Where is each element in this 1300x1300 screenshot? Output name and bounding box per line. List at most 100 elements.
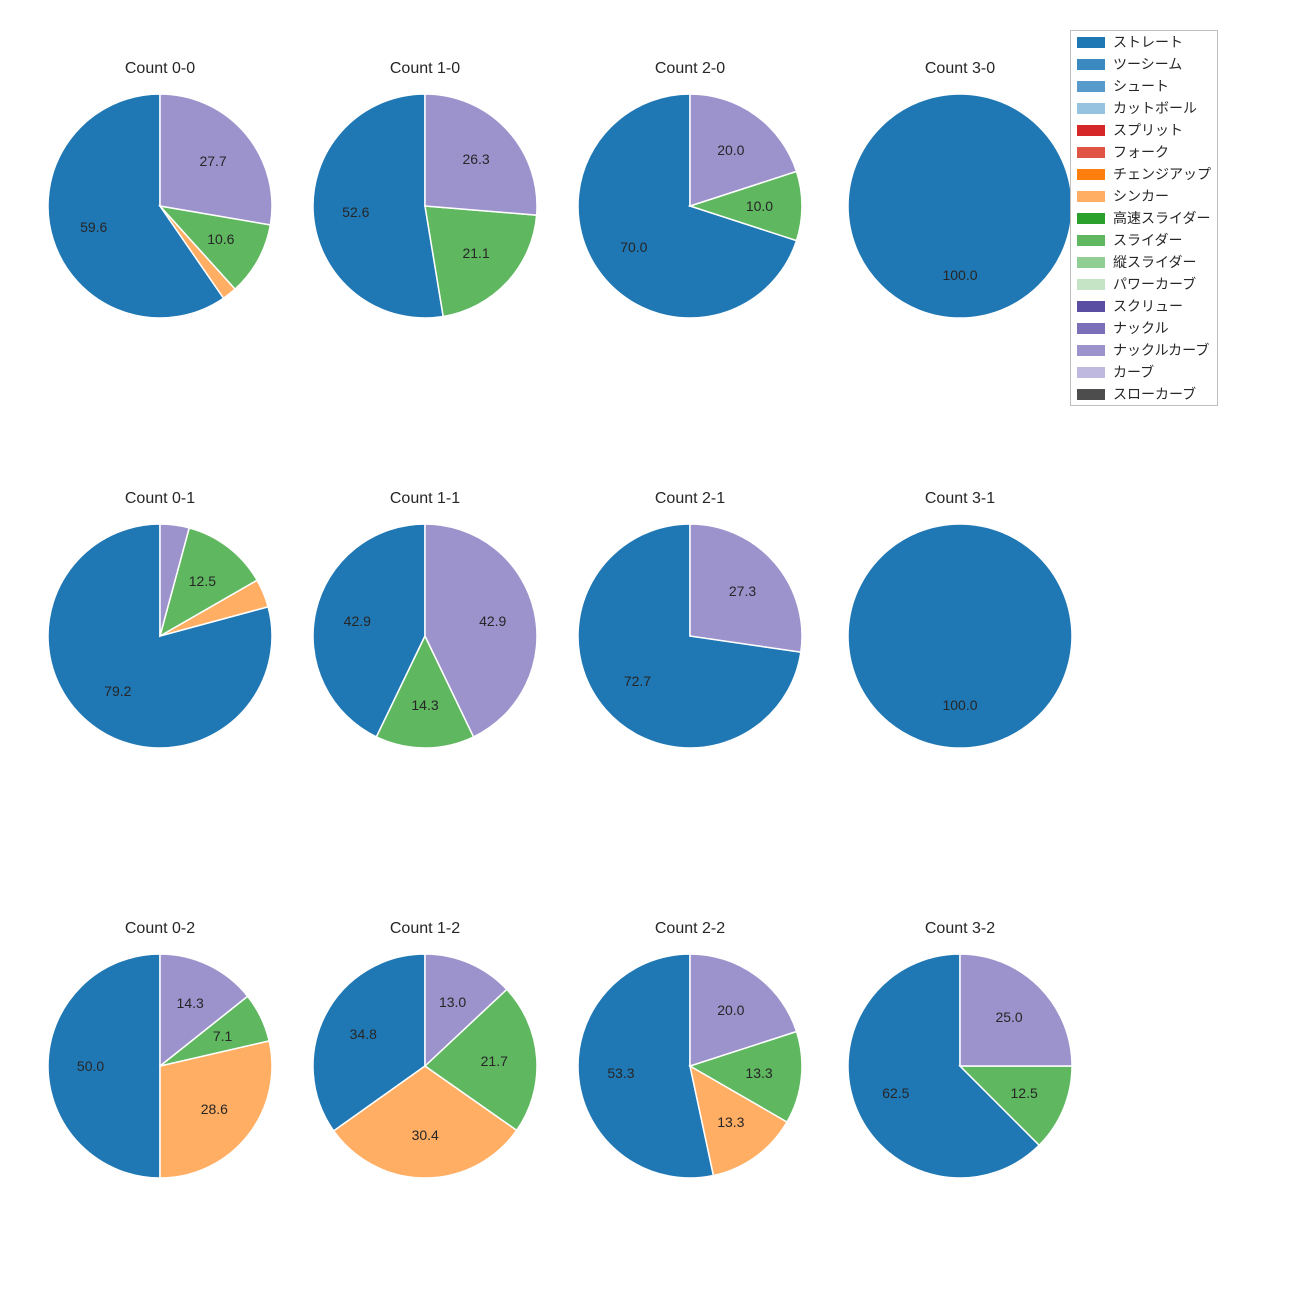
legend-swatch xyxy=(1077,323,1105,334)
legend-label: フォーク xyxy=(1113,145,1169,159)
chart-title: Count 0-2 xyxy=(40,920,280,938)
slice-value-label: 7.1 xyxy=(213,1028,232,1044)
slice-value-label: 10.0 xyxy=(746,198,773,214)
legend-item: 高速スライダー xyxy=(1077,211,1211,225)
slice-value-label: 52.6 xyxy=(342,204,369,220)
legend-swatch xyxy=(1077,103,1105,114)
slice-value-label: 14.3 xyxy=(177,995,204,1011)
legend-label: パワーカーブ xyxy=(1113,277,1196,291)
legend-swatch xyxy=(1077,169,1105,180)
pie-svg xyxy=(840,930,1080,1210)
chart-title: Count 3-1 xyxy=(840,490,1080,508)
chart-title: Count 0-1 xyxy=(40,490,280,508)
pie-svg xyxy=(40,500,280,780)
legend-label: スプリット xyxy=(1113,123,1183,137)
legend-label: スクリュー xyxy=(1113,299,1183,313)
pie-grid-root: Count 0-059.610.627.7 Count 1-0 52.6 21.1 26… xyxy=(0,0,1300,1300)
legend-swatch xyxy=(1077,191,1105,202)
legend-item: スライダー xyxy=(1077,233,1211,247)
legend-item: シュート xyxy=(1077,79,1211,93)
legend-swatch xyxy=(1077,37,1105,48)
slice-value-label: 27.3 xyxy=(729,583,756,599)
pie-svg xyxy=(570,500,810,780)
slice-value-label: 28.6 xyxy=(201,1101,228,1117)
slice-value-label: 100.0 xyxy=(942,267,977,283)
pie-count-3-1: Count 3-1100.0 xyxy=(840,500,1080,780)
legend-item: ナックル xyxy=(1077,321,1211,335)
legend-swatch xyxy=(1077,301,1105,312)
chart-title: Count 2-0 xyxy=(570,60,810,78)
pie-svg xyxy=(305,70,545,350)
slice-value-label: 12.5 xyxy=(189,573,216,589)
legend-swatch xyxy=(1077,345,1105,356)
slice-value-label: 50.0 xyxy=(77,1058,104,1074)
legend-item: ナックルカーブ xyxy=(1077,343,1211,357)
legend-label: シンカー xyxy=(1113,189,1169,203)
legend-swatch xyxy=(1077,367,1105,378)
legend-item: チェンジアップ xyxy=(1077,167,1211,181)
legend-swatch xyxy=(1077,125,1105,136)
legend-item: スクリュー xyxy=(1077,299,1211,313)
legend-swatch xyxy=(1077,81,1105,92)
slice-value-label: 21.7 xyxy=(481,1053,508,1069)
slice-value-label: 10.6 xyxy=(207,231,234,247)
legend-item: カーブ xyxy=(1077,365,1211,379)
slice-value-label: 12.5 xyxy=(1011,1085,1038,1101)
legend-item: スプリット xyxy=(1077,123,1211,137)
legend-swatch xyxy=(1077,213,1105,224)
slice-value-label: 26.3 xyxy=(462,151,489,167)
legend-item: フォーク xyxy=(1077,145,1211,159)
slice-value-label: 13.3 xyxy=(717,1114,744,1130)
slice-value-label: 53.3 xyxy=(607,1065,634,1081)
pie-svg xyxy=(40,70,280,350)
legend-label: ナックルカーブ xyxy=(1113,343,1209,357)
pie-count-2-0: Count 2-070.010.020.0 xyxy=(570,70,810,350)
legend-swatch xyxy=(1077,279,1105,290)
pie-slice xyxy=(848,524,1072,748)
chart-title: Count 0-0 xyxy=(40,60,280,78)
slice-value-label: 70.0 xyxy=(620,239,647,255)
legend-label: 縦スライダー xyxy=(1113,255,1196,269)
legend-label: スライダー xyxy=(1113,233,1182,247)
chart-title: Count 3-0 xyxy=(840,60,1080,78)
legend-item: ツーシーム xyxy=(1077,57,1211,71)
legend-label: シュート xyxy=(1113,79,1169,93)
legend-swatch xyxy=(1077,59,1105,70)
chart-title: Count 1-0 xyxy=(305,60,545,78)
pie-count-2-1: Count 2-172.727.3 xyxy=(570,500,810,780)
slice-value-label: 20.0 xyxy=(717,142,744,158)
pie-slice xyxy=(313,94,443,318)
pie-slice xyxy=(848,94,1072,318)
slice-value-label: 13.0 xyxy=(439,994,466,1010)
chart-title: Count 1-2 xyxy=(305,920,545,938)
pie-count-1-0: Count 1-052.621.126.3 xyxy=(305,70,545,350)
legend-item: 縦スライダー xyxy=(1077,255,1211,269)
slice-value-label: 62.5 xyxy=(882,1085,909,1101)
legend-swatch xyxy=(1077,389,1105,400)
slice-value-label: 21.1 xyxy=(462,245,489,261)
legend-swatch xyxy=(1077,147,1105,158)
pie-count-1-2: Count 1-234.830.421.713.0 xyxy=(305,930,545,1210)
slice-value-label: 42.9 xyxy=(479,613,506,629)
slice-value-label: 100.0 xyxy=(942,697,977,713)
pie-count-1-1: Count 1-142.914.342.9 xyxy=(305,500,545,780)
legend-item: カットボール xyxy=(1077,101,1211,115)
legend-swatch xyxy=(1077,257,1105,268)
chart-title: Count 3-2 xyxy=(840,920,1080,938)
legend-label: 高速スライダー xyxy=(1113,211,1210,225)
slice-value-label: 79.2 xyxy=(104,683,131,699)
legend-label: チェンジアップ xyxy=(1113,167,1211,181)
slice-value-label: 34.8 xyxy=(350,1026,377,1042)
pie-svg xyxy=(570,70,810,350)
pie-count-0-0: Count 0-059.610.627.7 xyxy=(40,70,280,350)
pie-count-0-2: Count 0-250.028.67.114.3 xyxy=(40,930,280,1210)
slice-value-label: 30.4 xyxy=(412,1127,439,1143)
slice-value-label: 13.3 xyxy=(745,1065,772,1081)
pie-svg xyxy=(840,500,1080,780)
slice-value-label: 72.7 xyxy=(624,673,651,689)
legend-label: スローカーブ xyxy=(1113,387,1196,401)
legend-item: パワーカーブ xyxy=(1077,277,1211,291)
pie-count-2-2: Count 2-253.313.313.320.0 xyxy=(570,930,810,1210)
legend-label: カーブ xyxy=(1113,365,1154,379)
legend-label: ストレート xyxy=(1113,35,1183,49)
